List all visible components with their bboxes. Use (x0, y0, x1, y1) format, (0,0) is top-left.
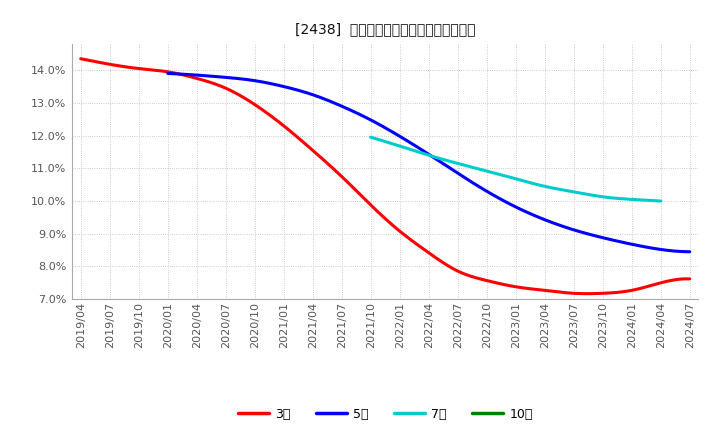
Title: [2438]  経常利益マージンの平均値の推移: [2438] 経常利益マージンの平均値の推移 (295, 22, 475, 36)
Legend: 3年, 5年, 7年, 10年: 3年, 5年, 7年, 10年 (233, 403, 538, 425)
